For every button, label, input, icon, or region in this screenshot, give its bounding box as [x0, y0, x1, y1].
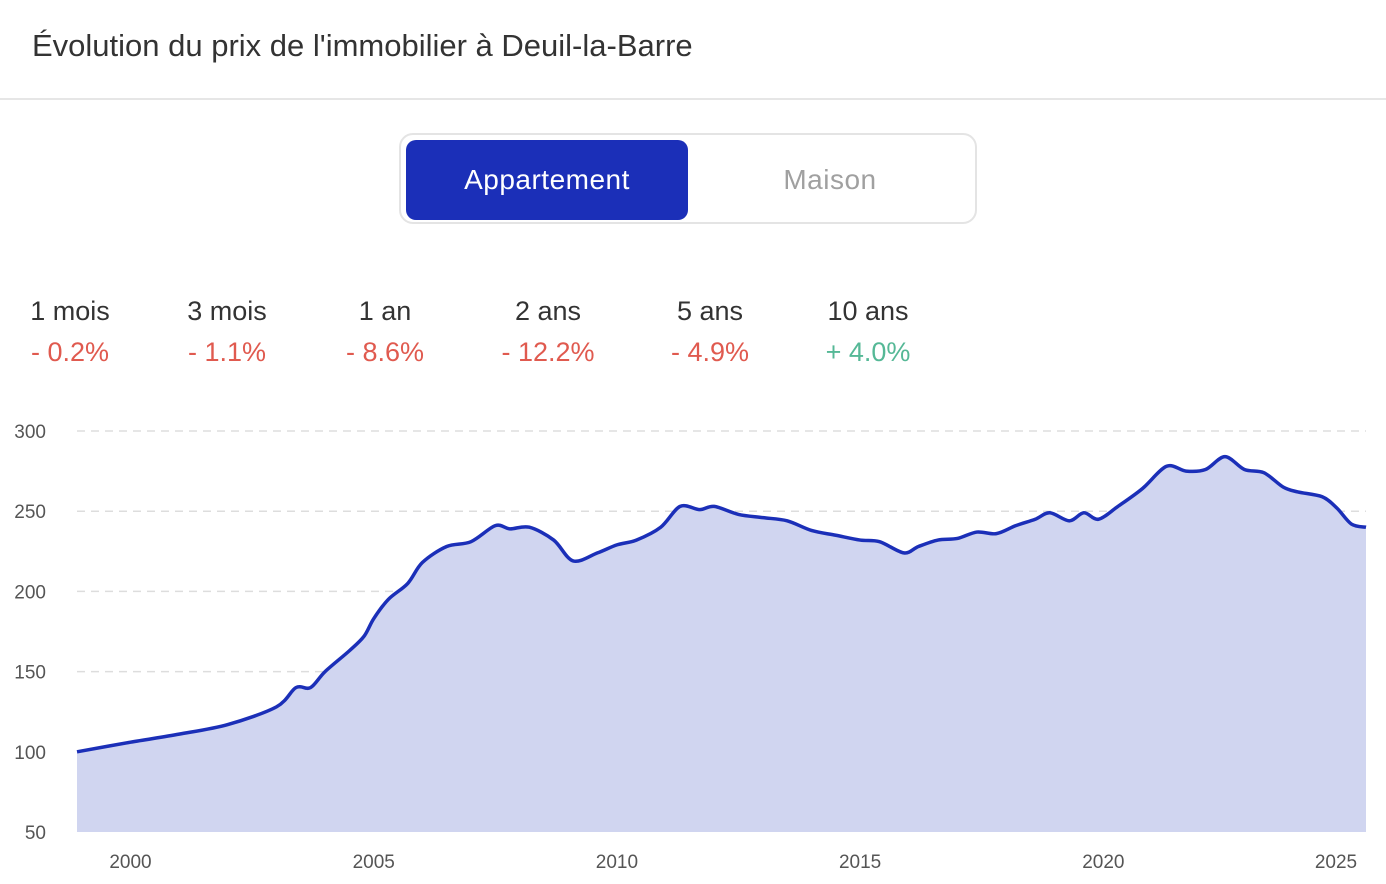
toggle-maison-button[interactable]: Maison: [783, 164, 877, 195]
stat-label: 1 mois: [30, 296, 110, 326]
property-type-toggle: Appartement Maison: [399, 133, 977, 224]
price-line: [76, 454, 1367, 754]
header: Évolution du prix de l'immobilier à Deui…: [0, 0, 1386, 100]
x-tick-label: 2015: [839, 852, 881, 873]
y-tick-label: 200: [14, 582, 46, 603]
y-tick-label: 150: [14, 663, 46, 684]
stat-3-mois: 3 mois - 1.1%: [157, 296, 297, 368]
x-tick-label: 2000: [109, 852, 151, 873]
y-tick-label: 100: [14, 743, 46, 764]
stat-label: 10 ans: [827, 296, 909, 326]
toggle-appartement-button[interactable]: Appartement: [406, 140, 688, 220]
x-tick-label: 2025: [1315, 852, 1357, 873]
stat-value: + 4.0%: [825, 337, 911, 367]
stat-5-ans: 5 ans - 4.9%: [640, 296, 780, 368]
stat-label: 5 ans: [676, 296, 744, 326]
price-area: [77, 456, 1366, 832]
stat-10-ans: 10 ans + 4.0%: [798, 296, 938, 368]
y-axis-ticks: 50 100 150 200 250 300: [14, 422, 46, 844]
stat-value: - 1.1%: [187, 337, 267, 367]
stat-value: - 12.2%: [501, 337, 595, 367]
stat-label: 2 ans: [514, 296, 582, 326]
stat-1-mois: 1 mois - 0.2%: [0, 296, 140, 368]
page-title: Évolution du prix de l'immobilier à Deui…: [32, 28, 693, 63]
stat-value: - 4.9%: [670, 337, 750, 367]
y-tick-label: 250: [14, 502, 46, 523]
y-tick-label: 300: [14, 422, 46, 443]
x-tick-label: 2010: [596, 852, 638, 873]
stat-label: 1 an: [358, 296, 412, 326]
stat-value: - 0.2%: [30, 337, 110, 367]
x-axis-ticks: 2000 2005 2010 2015 2020 2025: [109, 852, 1357, 873]
stat-2-ans: 2 ans - 12.2%: [478, 296, 618, 368]
stat-1-an: 1 an - 8.6%: [315, 296, 455, 368]
y-tick-label: 50: [25, 823, 46, 844]
stat-label: 3 mois: [187, 296, 267, 326]
x-tick-label: 2005: [353, 852, 395, 873]
x-tick-label: 2020: [1082, 852, 1124, 873]
stat-value: - 8.6%: [345, 337, 425, 367]
